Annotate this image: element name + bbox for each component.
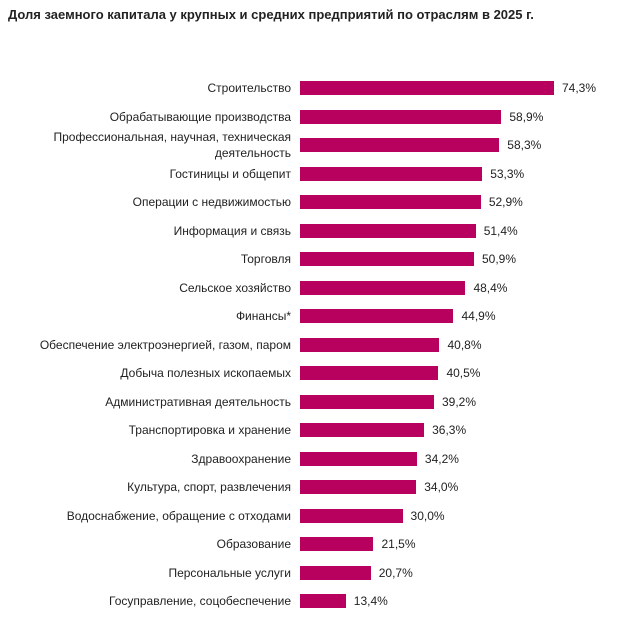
value-label: 74,3%	[562, 81, 597, 95]
value-label: 44,9%	[461, 309, 496, 323]
bar	[300, 280, 466, 295]
value-label: 48,4%	[473, 280, 508, 295]
bar	[300, 109, 502, 124]
bar	[300, 166, 483, 181]
bar	[300, 537, 374, 551]
bar	[300, 138, 500, 152]
category-label: Профессиональная, научная, техническая д…	[53, 130, 291, 160]
category-label: Финансы*	[235, 309, 291, 323]
value-label: 40,8%	[447, 337, 482, 352]
category-label: Сельское хозяйство	[179, 280, 291, 295]
value-label: 58,9%	[509, 109, 544, 124]
value-label: 58,3%	[507, 138, 542, 152]
bar	[300, 565, 371, 580]
bar	[300, 480, 417, 494]
bar	[300, 223, 476, 238]
value-label: 36,3%	[432, 423, 467, 437]
category-label: Гостиницы и общепит	[169, 166, 291, 181]
category-label: Операции с недвижимостью	[132, 195, 291, 209]
bar	[300, 309, 454, 323]
category-label: Информация и связь	[173, 223, 291, 238]
value-label: 50,9%	[482, 252, 517, 266]
value-label: 34,0%	[424, 480, 459, 494]
value-label: 52,9%	[488, 195, 523, 209]
bar	[300, 366, 439, 380]
bar	[300, 394, 434, 409]
value-label: 51,4%	[483, 223, 518, 238]
bar	[300, 337, 440, 352]
bar	[300, 594, 346, 608]
category-label: Административная деятельность	[105, 394, 291, 409]
value-label: 21,5%	[381, 537, 416, 551]
value-label: 39,2%	[442, 394, 477, 409]
value-label: 20,7%	[378, 565, 413, 580]
category-label: Водоснабжение, обращение с отходами	[66, 508, 291, 523]
category-label: Строительство	[207, 81, 291, 95]
bar	[300, 423, 425, 437]
category-label: Транспортировка и хранение	[128, 423, 291, 437]
category-label: Добыча полезных ископаемых	[120, 366, 291, 380]
value-label: 13,4%	[353, 594, 388, 608]
value-label: 34,2%	[424, 451, 459, 466]
category-label: Культура, спорт, развлечения	[127, 480, 291, 494]
category-label: Торговля	[240, 252, 291, 266]
category-label: Здравоохранение	[191, 451, 291, 466]
chart-title: Доля заемного капитала у крупных и средн…	[8, 7, 534, 22]
bar	[300, 81, 554, 95]
bar	[300, 451, 417, 466]
value-label: 30,0%	[410, 508, 445, 523]
category-label: Персональные услуги	[168, 565, 291, 580]
category-label: Обеспечение электроэнергией, газом, паро…	[39, 337, 291, 352]
bar	[300, 508, 403, 523]
category-label: Обрабатывающие производства	[109, 109, 291, 124]
category-label: Госуправление, соцобеспечение	[109, 594, 291, 608]
bar	[300, 252, 474, 266]
value-label: 40,5%	[446, 366, 481, 380]
category-label: Образование	[216, 537, 291, 551]
bar	[300, 195, 481, 209]
value-label: 53,3%	[490, 166, 525, 181]
